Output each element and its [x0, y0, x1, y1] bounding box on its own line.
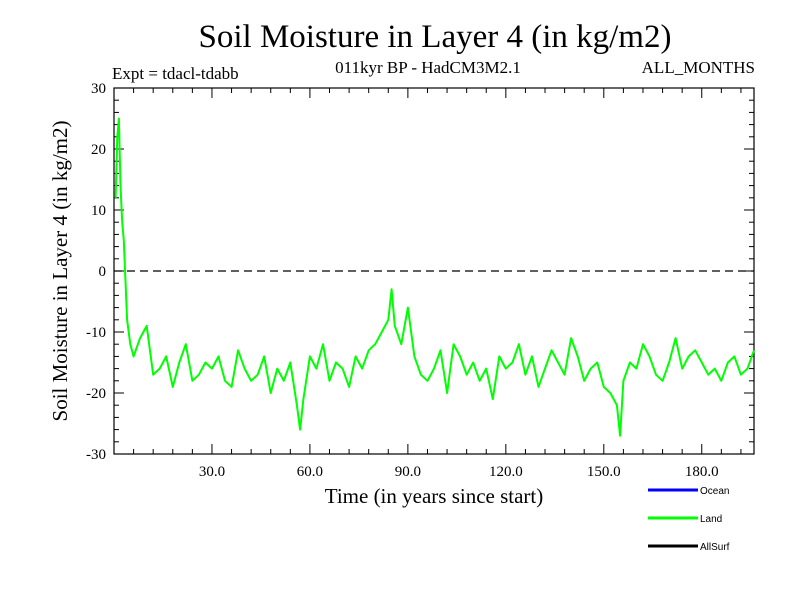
x-tick-label: 60.0: [297, 464, 323, 480]
series-layer: [114, 117, 755, 437]
series-line-land: [114, 117, 755, 437]
y-tick-label: 20: [91, 142, 106, 158]
x-axis: 30.0 60.0 90.0 120.0 150.0 180.0: [133, 88, 742, 480]
legend-label-land: Land: [700, 514, 722, 525]
expt-label: Expt = tdacl-tdabb: [112, 64, 239, 83]
y-tick-label: 30: [91, 81, 106, 97]
y-tick-label: 10: [91, 203, 106, 219]
y-tick-label: -20: [86, 386, 106, 402]
x-tick-label: 180.0: [685, 464, 719, 480]
chart-title: Soil Moisture in Layer 4 (in kg/m2): [199, 19, 672, 55]
y-tick-label: 0: [99, 264, 107, 280]
model-label: 011kyr BP - HadCM3M2.1: [335, 58, 521, 77]
x-axis-title: Time (in years since start): [325, 484, 544, 508]
months-label: ALL_MONTHS: [642, 58, 755, 77]
x-tick-label: 150.0: [587, 464, 621, 480]
y-axis-title: Soil Moisture in Layer 4 (in kg/m2): [48, 121, 72, 422]
legend-label-ocean: Ocean: [700, 486, 729, 497]
x-tick-label: 30.0: [199, 464, 225, 480]
x-tick-label: 120.0: [489, 464, 523, 480]
legend-label-allsurf: AllSurf: [700, 542, 730, 553]
legend: Ocean Land AllSurf: [648, 486, 730, 553]
y-axis: -30 -20 -10 0 10 20 30: [86, 81, 754, 463]
x-tick-label: 90.0: [395, 464, 421, 480]
y-tick-label: -30: [86, 447, 106, 463]
y-tick-label: -10: [86, 325, 106, 341]
